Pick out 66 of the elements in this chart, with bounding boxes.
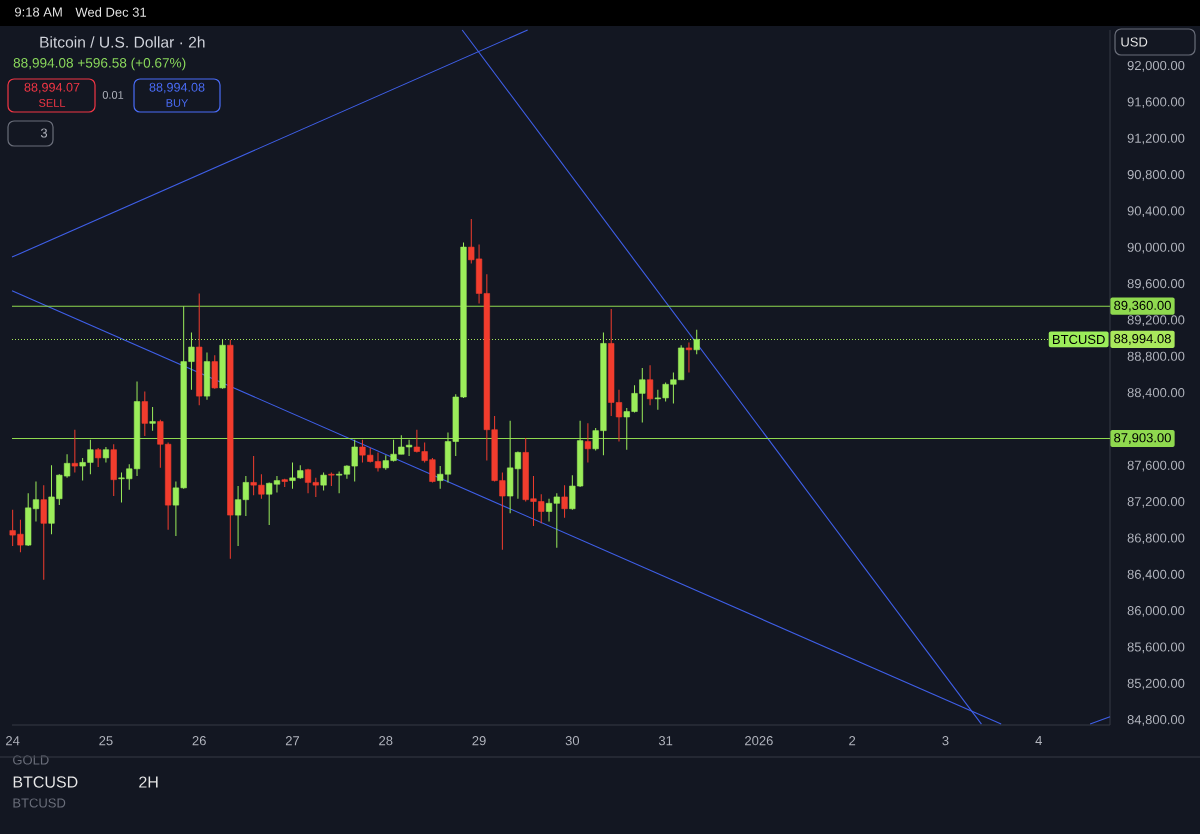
y-tick-label: 85,600.00 bbox=[1127, 642, 1185, 654]
candlestick bbox=[328, 471, 335, 487]
candlestick bbox=[102, 446, 110, 463]
candlestick bbox=[141, 391, 148, 437]
x-tick-label: 27 bbox=[285, 736, 300, 746]
text: BTCUSD bbox=[13, 798, 66, 808]
x-tick-label: 29 bbox=[472, 736, 486, 746]
candlestick bbox=[281, 478, 288, 488]
x-tick-label: 4 bbox=[1035, 736, 1042, 745]
y-tick-label: 91,200.00 bbox=[1127, 133, 1185, 145]
candlestick bbox=[149, 406, 156, 432]
ref-line-label: 89,360.00 bbox=[1114, 300, 1171, 312]
annotation: BTCUSD bbox=[1053, 334, 1105, 345]
x-tick-label: 31 bbox=[658, 736, 673, 746]
y-tick-label: 88,800.00 bbox=[1127, 351, 1185, 363]
y-tick-label: 89,200.00 bbox=[1127, 315, 1185, 327]
y-tick-label: 86,000.00 bbox=[1127, 606, 1185, 617]
y-tick-label: 91,600.00 bbox=[1127, 97, 1185, 109]
candlestick bbox=[95, 447, 102, 468]
annotation: 88,994.07 bbox=[24, 82, 80, 94]
candlestick bbox=[110, 443, 117, 497]
y-tick-label: 88,400.00 bbox=[1127, 388, 1185, 399]
x-tick-label: 24 bbox=[6, 736, 20, 746]
candlestick bbox=[561, 484, 568, 519]
y-tick-label: 85,200.00 bbox=[1127, 678, 1185, 690]
candlestick bbox=[320, 471, 327, 492]
annotation: 3 bbox=[40, 128, 48, 138]
chart-title: Bitcoin / U.S. Dollar · 2h bbox=[40, 36, 205, 48]
x-tick-label: 25 bbox=[99, 736, 113, 746]
text: BTCUSD bbox=[13, 776, 78, 788]
y-tick-label: 90,000.00 bbox=[1127, 242, 1185, 254]
annotation: 0.01 bbox=[102, 91, 124, 99]
text: 2H bbox=[139, 776, 158, 788]
x-tick-label: 2 bbox=[849, 736, 856, 746]
candlestick bbox=[685, 342, 693, 373]
annotation: SELL bbox=[39, 99, 66, 107]
candlestick bbox=[219, 339, 226, 390]
text: 88,994.08 +596.58 (+0.67%) bbox=[13, 57, 186, 71]
y-tick-label: 86,400.00 bbox=[1127, 569, 1185, 581]
x-tick-label: 2026 bbox=[745, 736, 773, 746]
candlestick bbox=[211, 354, 218, 390]
y-tick-label: 89,600.00 bbox=[1127, 279, 1185, 290]
text: 9:18 AM bbox=[15, 7, 62, 17]
candlestick bbox=[693, 329, 700, 355]
annotation: BUY bbox=[166, 99, 189, 107]
y-tick-label: 92,000.00 bbox=[1127, 60, 1185, 72]
candlestick bbox=[227, 339, 234, 560]
x-tick-label: 28 bbox=[379, 736, 393, 746]
x-tick-label: 26 bbox=[192, 736, 206, 746]
x-tick-label: 3 bbox=[942, 736, 949, 746]
text: USD bbox=[1121, 37, 1148, 47]
text: GOLD bbox=[13, 755, 49, 765]
y-tick-label: 90,400.00 bbox=[1127, 206, 1185, 218]
candlestick bbox=[71, 429, 78, 473]
annotation: 88,994.08 bbox=[149, 82, 205, 94]
ref-line-label: 88,994.08 bbox=[1114, 334, 1171, 345]
ref-line-label: 87,903.00 bbox=[1114, 433, 1171, 444]
y-tick-label: 87,200.00 bbox=[1127, 497, 1185, 508]
text: Wed Dec 31 bbox=[75, 7, 147, 17]
y-tick-label: 90,800.00 bbox=[1127, 169, 1185, 181]
y-tick-label: 87,600.00 bbox=[1127, 460, 1185, 472]
y-tick-label: 84,800.00 bbox=[1127, 715, 1185, 726]
candlestick bbox=[40, 484, 47, 581]
x-tick-label: 30 bbox=[565, 736, 580, 746]
candlestick bbox=[196, 292, 203, 406]
y-tick-label: 86,800.00 bbox=[1127, 533, 1185, 545]
